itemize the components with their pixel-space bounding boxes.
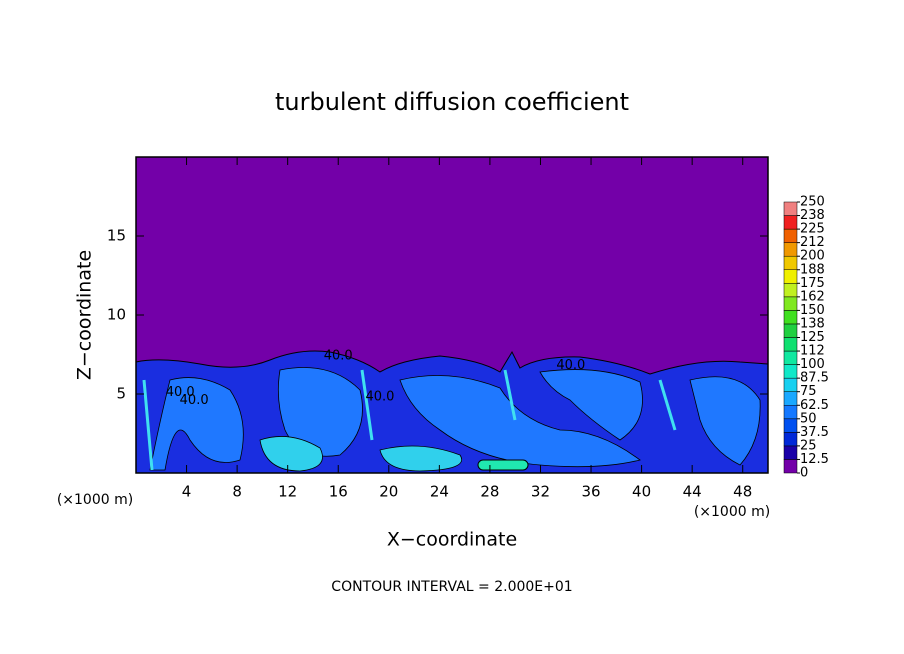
colorbar-label: 112 bbox=[800, 344, 825, 359]
footer-note: CONTOUR INTERVAL = 2.000E+01 bbox=[331, 579, 572, 595]
colorbar-label: 150 bbox=[800, 303, 825, 318]
field-region bbox=[399, 375, 641, 468]
colorbar-label: 175 bbox=[800, 276, 825, 291]
colorbar-label: 188 bbox=[800, 262, 825, 277]
colorbar-swatch bbox=[783, 310, 798, 325]
colorbar-label: 75 bbox=[800, 384, 817, 399]
x-tick-label: 32 bbox=[531, 483, 550, 501]
x-unit-right: (×1000 m) bbox=[694, 504, 770, 520]
colorbar-swatch bbox=[783, 201, 798, 216]
y-tick-label: 15 bbox=[107, 227, 126, 245]
field-region bbox=[259, 436, 323, 472]
x-tick-label: 36 bbox=[581, 483, 600, 501]
contour-label: 40.0 bbox=[166, 385, 195, 400]
colorbar-swatch bbox=[783, 459, 798, 474]
colorbar-swatch bbox=[783, 296, 798, 311]
colorbar-label: 212 bbox=[800, 235, 825, 250]
colorbar-swatch bbox=[783, 255, 798, 271]
colorbar-swatch bbox=[783, 391, 798, 406]
field-region bbox=[379, 445, 462, 472]
colorbar-swatch bbox=[783, 432, 798, 447]
field-filament bbox=[142, 369, 677, 471]
colorbar-swatch bbox=[783, 337, 798, 352]
colorbar-swatch bbox=[783, 405, 798, 420]
contour-label: 40.0 bbox=[365, 390, 394, 405]
colorbar-swatch bbox=[783, 377, 798, 392]
colorbar-swatch bbox=[783, 242, 798, 257]
contour-label: 40.0 bbox=[556, 358, 585, 373]
colorbar-label: 12.5 bbox=[800, 452, 829, 467]
colorbar-label: 138 bbox=[800, 316, 825, 331]
colorbar-label: 50 bbox=[800, 411, 817, 426]
x-tick-label: 20 bbox=[379, 483, 398, 501]
field-region bbox=[149, 377, 244, 471]
field-region bbox=[477, 459, 529, 471]
contour-label: 40.0 bbox=[324, 349, 353, 364]
field-region bbox=[689, 376, 761, 466]
colorbar-label: 0 bbox=[800, 466, 808, 481]
x-tick-label: 48 bbox=[733, 483, 752, 501]
x-tick-label: 16 bbox=[329, 483, 348, 501]
colorbar-label: 162 bbox=[800, 289, 825, 304]
x-tick-label: 28 bbox=[480, 483, 499, 501]
colorbar-label: 200 bbox=[800, 249, 825, 264]
x-unit-left: (×1000 m) bbox=[57, 492, 133, 508]
colorbar-swatch bbox=[783, 215, 798, 230]
colorbar-label: 125 bbox=[800, 330, 825, 345]
colorbar-swatch bbox=[783, 323, 798, 338]
contour-label: 40.0 bbox=[180, 393, 209, 408]
x-tick-label: 4 bbox=[182, 483, 192, 501]
colorbar-swatch bbox=[783, 418, 798, 433]
colorbar-label: 62.5 bbox=[800, 398, 829, 413]
y-tick-label: 5 bbox=[116, 385, 126, 403]
colorbar-swatch bbox=[783, 364, 798, 379]
colorbar-label: 225 bbox=[800, 222, 825, 237]
y-tick-label: 10 bbox=[107, 306, 126, 324]
colorbar-label: 100 bbox=[800, 357, 825, 372]
colorbar-label: 87.5 bbox=[800, 371, 829, 386]
colorbar-swatch bbox=[783, 445, 798, 460]
x-tick-label: 44 bbox=[683, 483, 702, 501]
x-tick-label: 8 bbox=[232, 483, 242, 501]
colorbar-label: 37.5 bbox=[800, 425, 829, 440]
colorbar-swatch bbox=[783, 228, 798, 243]
colorbar-label: 238 bbox=[800, 208, 825, 223]
chart-title: turbulent diffusion coefficient bbox=[275, 88, 629, 116]
field-region bbox=[539, 369, 643, 441]
field-region bbox=[277, 367, 363, 457]
colorbar-label: 25 bbox=[800, 438, 817, 453]
y-axis-label: Z−coordinate bbox=[74, 250, 96, 380]
colorbar-swatch bbox=[783, 350, 798, 365]
x-tick-label: 40 bbox=[632, 483, 651, 501]
colorbar-label: 250 bbox=[800, 195, 825, 210]
x-axis-label: X−coordinate bbox=[387, 529, 517, 551]
contour-field bbox=[135, 157, 769, 474]
x-tick-label: 12 bbox=[278, 483, 297, 501]
x-tick-label: 24 bbox=[430, 483, 449, 501]
colorbar-swatch bbox=[783, 283, 798, 298]
colorbar-swatch bbox=[783, 269, 798, 284]
